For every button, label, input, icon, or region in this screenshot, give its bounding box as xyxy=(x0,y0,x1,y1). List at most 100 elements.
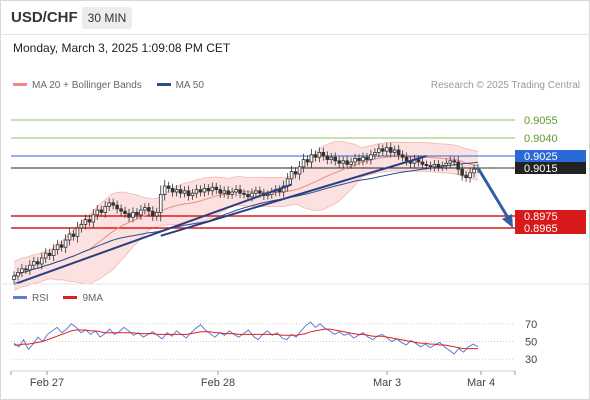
candle-body xyxy=(20,268,24,273)
candle-body xyxy=(202,187,207,193)
candle-body xyxy=(182,190,187,194)
rsi-panel: 70 50 30 xyxy=(0,283,590,366)
candle-body xyxy=(174,189,179,193)
candle-body xyxy=(198,189,203,193)
candle-body xyxy=(242,192,246,195)
candle-body xyxy=(333,156,338,162)
candle-body xyxy=(24,268,28,271)
candle-body xyxy=(91,214,96,223)
x-tick-label-feb-28: Feb 28 xyxy=(201,377,235,389)
candle-body xyxy=(325,155,330,160)
candle-body xyxy=(63,239,68,248)
candle-body xyxy=(448,160,453,164)
candle-body xyxy=(103,205,107,213)
candle-body xyxy=(281,185,286,193)
candle-body xyxy=(373,151,377,156)
candle-body xyxy=(135,211,139,216)
candle-body xyxy=(115,204,119,210)
level-label-0.8965: 0.8965 xyxy=(524,223,558,235)
candle-body xyxy=(12,275,16,280)
candle-body xyxy=(154,211,159,217)
x-tick-label-mar-4: Mar 4 xyxy=(467,377,495,389)
moving-averages xyxy=(13,155,479,277)
candle-body xyxy=(246,193,250,198)
candle-body xyxy=(301,159,306,168)
candle-body xyxy=(143,207,147,211)
ma20-line xyxy=(13,155,479,277)
candle-body xyxy=(464,174,468,178)
candle-body xyxy=(39,257,44,265)
candle-body xyxy=(361,156,365,162)
candle-body xyxy=(424,163,429,166)
price-legend: MA 20 + Bollinger Bands MA 50 xyxy=(13,80,204,91)
candle-body xyxy=(36,261,40,265)
candle-body xyxy=(266,193,270,196)
candle-body xyxy=(238,189,242,194)
candle-body xyxy=(43,252,48,259)
candle-body xyxy=(123,210,127,214)
ma50-legend-label: MA 50 xyxy=(175,80,204,91)
candle-body xyxy=(158,193,163,213)
candle-body xyxy=(385,147,389,152)
level-label-0.9015: 0.9015 xyxy=(524,163,558,175)
candle-body xyxy=(377,148,381,153)
ma50-line xyxy=(13,161,479,277)
candle-body xyxy=(258,190,262,194)
candle-body xyxy=(99,209,104,213)
candle-body xyxy=(32,261,36,266)
candle-body xyxy=(404,156,409,162)
candle-body xyxy=(337,160,341,164)
forecast-arrow-shaft xyxy=(476,167,512,222)
timeframe-badge[interactable]: 30 MIN xyxy=(82,7,132,29)
candle-body xyxy=(420,161,425,165)
ma9-legend-label: 9MA xyxy=(82,293,104,304)
candle-body xyxy=(369,154,373,161)
forecast-arrow-head xyxy=(502,214,513,228)
level-label-0.9055: 0.9055 xyxy=(524,115,558,127)
candle-body xyxy=(309,154,314,163)
candle-body xyxy=(472,168,476,174)
candle-body xyxy=(321,151,326,157)
candle-body xyxy=(111,202,115,206)
candle-body xyxy=(186,190,191,197)
header-divider xyxy=(0,34,590,35)
ma9-line xyxy=(14,328,478,350)
candle-body xyxy=(226,190,230,195)
bollinger-upper-band xyxy=(13,141,479,262)
candle-body xyxy=(95,209,100,216)
x-axis: Feb 27 Feb 28 Mar 3 Mar 4 xyxy=(10,370,516,389)
candle-body xyxy=(440,165,445,168)
candle-body xyxy=(313,154,318,158)
candle-body xyxy=(428,165,433,168)
candle-body xyxy=(381,148,385,152)
ma50-legend-item: MA 50 xyxy=(156,80,204,91)
ma9-legend-item: 9MA xyxy=(63,293,103,304)
candle-body xyxy=(107,202,111,207)
candle-body xyxy=(139,209,143,216)
level-box-0.9015 xyxy=(515,162,586,174)
rsi-legend-label: RSI xyxy=(32,293,49,304)
candle-body xyxy=(365,156,369,160)
candle-body xyxy=(416,159,421,163)
candlesticks xyxy=(12,142,480,285)
candle-body xyxy=(87,219,92,223)
support-trendline-1 xyxy=(13,183,292,286)
x-tick-label-feb-27: Feb 27 xyxy=(30,377,64,389)
candle-body xyxy=(131,211,135,218)
candle-body xyxy=(79,223,84,229)
ma20-legend-label: MA 20 + Bollinger Bands xyxy=(32,80,142,91)
candle-body xyxy=(119,208,123,212)
candle-body xyxy=(432,163,437,168)
candle-body xyxy=(67,233,72,241)
candle-body xyxy=(162,185,167,195)
x-tick-label-mar-3: Mar 3 xyxy=(373,377,401,389)
candle-body xyxy=(460,168,464,176)
level-label-0.9040: 0.9040 xyxy=(524,133,558,145)
support-trendline-2 xyxy=(160,155,427,237)
rsi-legend-item: RSI xyxy=(13,293,49,304)
candle-body xyxy=(210,186,215,192)
candle-body xyxy=(147,207,151,212)
candle-body xyxy=(222,190,226,194)
